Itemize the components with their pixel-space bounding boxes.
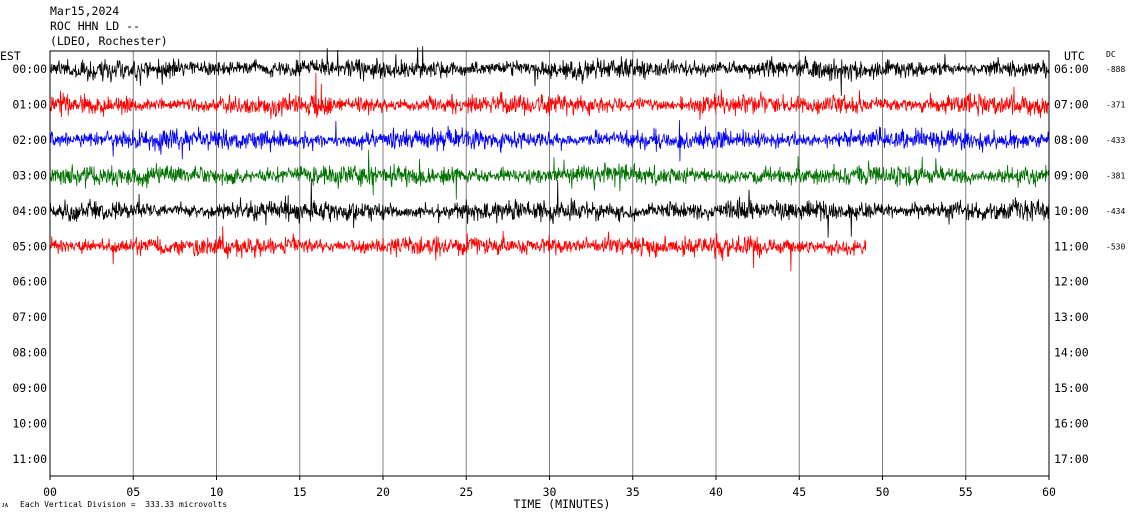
utc-row-label: 15:00: [1054, 381, 1089, 395]
x-tick-label: 40: [709, 485, 723, 499]
x-tick-label: 10: [210, 485, 224, 499]
x-tick-label: 00: [43, 485, 57, 499]
utc-row-label: 12:00: [1054, 275, 1089, 289]
est-row-label: 10:00: [12, 417, 47, 431]
utc-row-label: 09:00: [1054, 168, 1089, 182]
est-row-label: 07:00: [12, 310, 47, 324]
est-row-label: 09:00: [12, 381, 47, 395]
trace-row-0: [49, 46, 1050, 96]
x-tick-label: 25: [459, 485, 473, 499]
est-row-label: 01:00: [12, 97, 47, 111]
x-tick-label: 50: [876, 485, 890, 499]
est-row-label: 02:00: [12, 133, 47, 147]
dc-value-label: -888: [1106, 65, 1125, 74]
trace-row-5: [49, 226, 867, 272]
x-tick-label: 55: [959, 485, 973, 499]
utc-row-label: 07:00: [1054, 97, 1089, 111]
utc-row-label: 17:00: [1054, 452, 1089, 466]
est-row-label: 08:00: [12, 346, 47, 360]
est-row-label: 03:00: [12, 168, 47, 182]
dc-value-label: -433: [1106, 136, 1125, 145]
trace-row-4: [49, 179, 1050, 238]
scale-note: Each Vertical Division = 333.33 microvol…: [20, 500, 228, 509]
est-row-label: 05:00: [12, 239, 47, 253]
utc-row-label: 10:00: [1054, 204, 1089, 218]
est-row-label: 00:00: [12, 62, 47, 76]
trace-row-1: [49, 72, 1050, 120]
utc-row-label: 13:00: [1054, 310, 1089, 324]
header-station: ROC HHN LD --: [50, 19, 141, 33]
utc-row-label: 08:00: [1054, 133, 1089, 147]
dc-heading: DC: [1106, 50, 1116, 59]
dc-value-label: -371: [1106, 100, 1125, 109]
trace-layer: [49, 46, 1050, 272]
axis-labels: 00 05 10 15 20 25 30 35 40 45 50 55 60 TIME (MINUTES)…: [0, 49, 1125, 511]
est-axis-label: EST: [0, 49, 21, 63]
x-tick-label: 60: [1042, 485, 1056, 499]
trace-row-3: [49, 149, 1050, 200]
utc-row-label: 06:00: [1054, 62, 1089, 76]
dc-value-label: -381: [1106, 171, 1125, 180]
grid-lines: [132, 51, 967, 476]
x-tick-label: 05: [126, 485, 140, 499]
est-row-label: 06:00: [12, 275, 47, 289]
x-axis-label: TIME (MINUTES): [514, 497, 611, 511]
trace-row-2: [49, 120, 1050, 162]
header-date: Mar15,2024: [50, 4, 120, 18]
utc-axis-label: UTC: [1064, 49, 1085, 63]
dc-value-label: -530: [1106, 242, 1125, 251]
est-row-label: 04:00: [12, 204, 47, 218]
x-tick-label: 30: [543, 485, 557, 499]
x-tick-label: 35: [626, 485, 640, 499]
dc-value-label: -434: [1106, 207, 1125, 216]
header-network: (LDEO, Rochester): [50, 34, 168, 48]
utc-row-label: 11:00: [1054, 239, 1089, 253]
x-tick-label: 15: [293, 485, 307, 499]
x-tick-label: 45: [792, 485, 806, 499]
utc-row-label: 16:00: [1054, 417, 1089, 431]
x-tick-label: 20: [376, 485, 390, 499]
utc-row-label: 14:00: [1054, 346, 1089, 360]
logo-mark: ᴊᴀ: [2, 500, 9, 509]
est-row-label: 11:00: [12, 452, 47, 466]
